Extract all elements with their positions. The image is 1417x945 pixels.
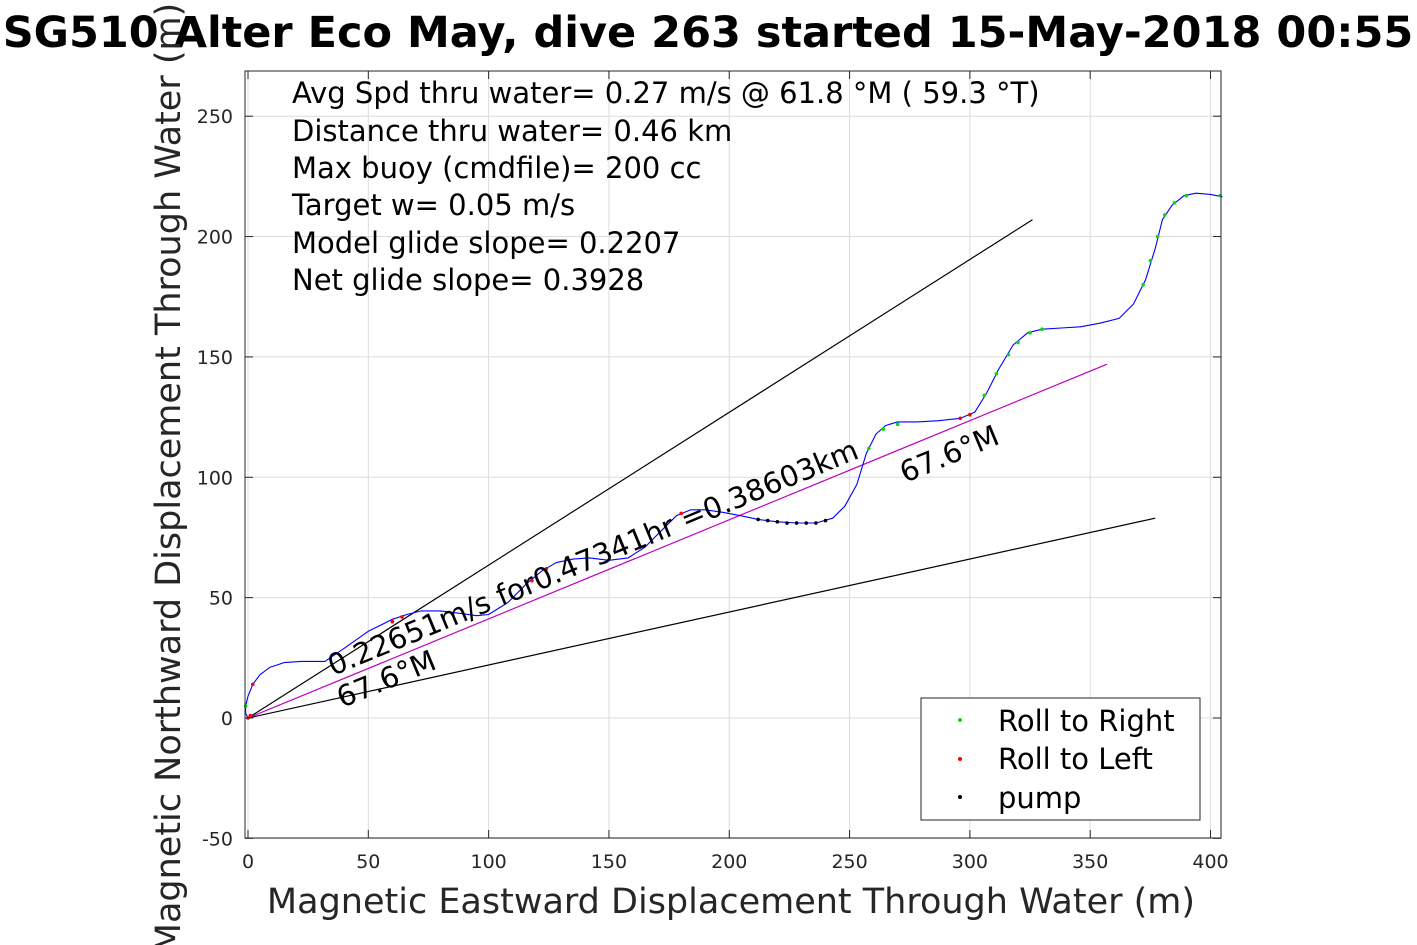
stat-avg-speed: Avg Spd thru water= 0.27 m/s @ 61.8 °M (… (292, 76, 1040, 110)
marker-pump (804, 521, 809, 525)
marker-roll-to-right (1028, 331, 1032, 335)
marker-roll-to-right (243, 704, 248, 708)
marker-roll-to-left (958, 416, 963, 421)
chart-title: SG510 Alter Eco May, dive 263 started 15… (3, 8, 1414, 58)
reference-line-2 (247, 363, 1108, 719)
marker-roll-to-right (895, 422, 900, 427)
marker-roll-to-right (1040, 327, 1044, 332)
y-axis-label: Magnetic Northward Displacement Through … (149, 3, 189, 945)
reference-lines (247, 219, 1156, 719)
reference-line-1 (247, 517, 1156, 719)
marker-roll-to-right (1016, 340, 1020, 345)
marker-roll-to-right (1184, 193, 1189, 198)
x-tick-label: 400 (1192, 851, 1228, 873)
x-tick-label: 200 (711, 851, 747, 873)
legend-label-roll-left: Roll to Left (998, 742, 1153, 776)
marker-roll-to-right (982, 393, 987, 398)
legend-label-pump: pump (998, 781, 1081, 815)
y-tick-label: 100 (197, 467, 233, 489)
stat-model-glide-slope: Model glide slope= 0.2207 (292, 226, 680, 260)
x-tick-label: 150 (591, 851, 627, 873)
marker-roll-to-left (248, 713, 253, 718)
legend-box (920, 697, 1201, 821)
marker-pump (785, 521, 789, 525)
plot-frame (244, 70, 1222, 839)
y-tick-label: 0 (221, 708, 233, 730)
marker-roll-to-right (867, 446, 871, 451)
legend-marker-pump (958, 795, 962, 799)
marker-roll-to-right (1163, 213, 1167, 217)
x-tick-label: 250 (831, 851, 867, 873)
grid (245, 71, 1221, 839)
y-tick-label: 50 (209, 588, 233, 610)
marker-pump (814, 521, 818, 525)
legend-marker-roll-left (958, 757, 962, 761)
marker-roll-to-left (544, 566, 549, 571)
marker-roll-to-left (251, 682, 255, 687)
marker-pump (756, 517, 760, 522)
marker-roll-to-right (1148, 258, 1153, 263)
x-tick-label: 100 (470, 851, 506, 873)
stat-target-w: Target w= 0.05 m/s (291, 188, 575, 222)
reference-line-0 (247, 219, 1033, 719)
marker-pump (823, 518, 828, 523)
stats-block: Avg Spd thru water= 0.27 m/s @ 61.8 °M (… (291, 76, 1040, 297)
track-line (245, 192, 1223, 719)
x-tick-label: 50 (356, 851, 380, 873)
x-tick-label: 0 (242, 851, 254, 873)
marker-roll-to-right (1006, 352, 1011, 357)
marker-roll-to-left (530, 578, 534, 583)
speed-annotation: 0.22651m/s for0.47341hr =0.38603km (323, 433, 863, 683)
x-axis-label: Magnetic Eastward Displacement Through W… (267, 882, 1195, 922)
legend-label-roll-right: Roll to Right (998, 704, 1175, 738)
marker-roll-to-left (679, 511, 683, 516)
marker-roll-to-right (881, 427, 886, 431)
stat-net-glide-slope: Net glide slope= 0.3928 (292, 263, 644, 297)
legend: Roll to Right Roll to Left pump (920, 697, 1201, 821)
marker-roll-to-right (1155, 234, 1160, 239)
x-tick-label: 350 (1072, 851, 1108, 873)
y-tick-label: 200 (197, 227, 233, 249)
x-tick-label: 300 (952, 851, 988, 873)
marker-roll-to-right (1172, 201, 1177, 205)
y-tick-label: 150 (197, 347, 233, 369)
marker-roll-to-right (994, 371, 999, 376)
stat-max-buoy: Max buoy (cmdfile)= 200 cc (292, 151, 701, 185)
marker-roll-to-left (968, 412, 972, 417)
y-tick-label: -50 (202, 828, 233, 850)
stat-distance: Distance thru water= 0.46 km (292, 114, 732, 148)
legend-marker-roll-right (958, 718, 962, 722)
marker-pump (794, 521, 799, 525)
y-tick-label: 250 (197, 106, 233, 128)
ticks: 0 50 100 150 200 250 300 350 400 -50 0 50 100 150 200 2… (197, 71, 1229, 873)
marker-roll-to-right (1141, 282, 1145, 287)
markers (243, 193, 1222, 720)
marker-pump (775, 520, 780, 524)
marker-roll-to-left (390, 619, 395, 624)
marker-pump (765, 518, 770, 523)
marker-roll-to-left (400, 615, 404, 619)
track (245, 192, 1223, 719)
